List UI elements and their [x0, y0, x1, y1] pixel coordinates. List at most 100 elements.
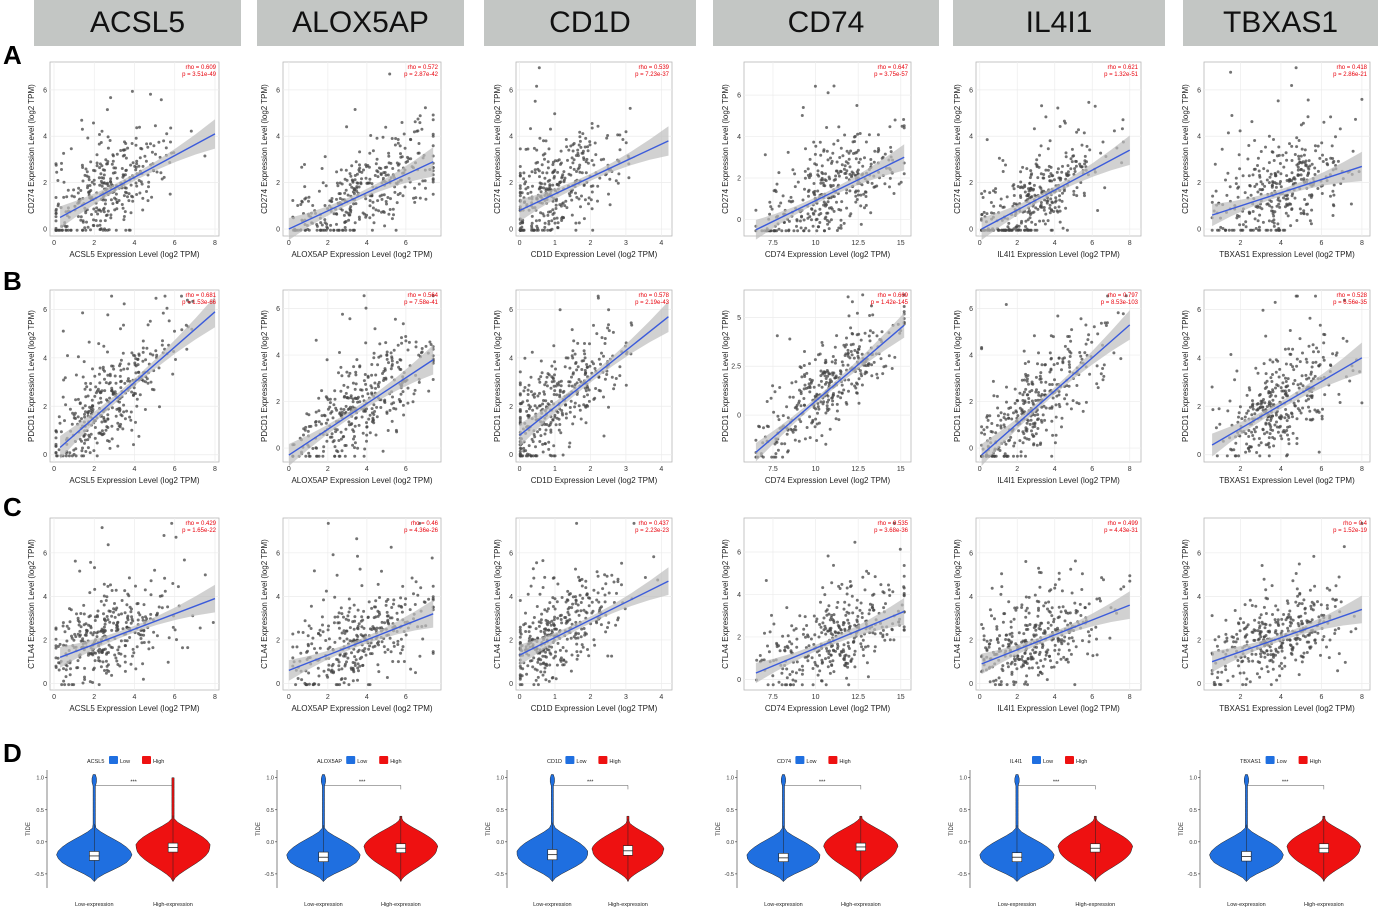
- data-point: [104, 419, 108, 423]
- data-point: [571, 349, 575, 353]
- confidence-band: [60, 119, 215, 229]
- data-point: [593, 367, 597, 370]
- data-point: [1297, 154, 1301, 158]
- data-point: [1005, 195, 1009, 199]
- data-point: [116, 628, 120, 632]
- data-point: [211, 621, 215, 624]
- data-point: [54, 664, 58, 668]
- data-point: [1298, 337, 1302, 341]
- data-point: [106, 350, 109, 354]
- data-point: [616, 133, 620, 137]
- data-point: [99, 396, 103, 400]
- data-point: [1079, 354, 1083, 358]
- data-point: [568, 406, 572, 409]
- data-point: [549, 430, 553, 434]
- data-point: [1036, 418, 1039, 422]
- data-point: [575, 368, 579, 372]
- data-point: [84, 167, 88, 171]
- data-point: [86, 394, 90, 398]
- data-point: [370, 407, 374, 411]
- data-point: [384, 200, 388, 203]
- data-point: [325, 225, 329, 229]
- data-point: [839, 224, 843, 227]
- data-point: [134, 371, 138, 375]
- rho-label: rho = 0.564: [407, 293, 438, 299]
- data-point: [1259, 150, 1263, 153]
- data-point: [1238, 167, 1242, 171]
- data-point: [116, 427, 120, 431]
- data-point: [94, 210, 98, 213]
- data-point: [1080, 357, 1084, 361]
- data-point: [63, 683, 67, 687]
- regression-line: [755, 156, 905, 231]
- data-point: [54, 644, 58, 648]
- data-point: [1256, 371, 1260, 375]
- data-point: [1042, 173, 1046, 176]
- data-point: [801, 198, 805, 202]
- data-point: [358, 217, 361, 221]
- data-point: [544, 380, 548, 384]
- data-point: [106, 426, 110, 429]
- data-point: [590, 190, 594, 194]
- data-point: [1032, 183, 1036, 187]
- data-point: [1267, 436, 1271, 440]
- data-point: [123, 660, 127, 664]
- data-point: [518, 191, 522, 195]
- p-value-label: p = 7.23e-37: [635, 72, 670, 78]
- data-point: [1261, 428, 1265, 432]
- data-point: [1317, 450, 1321, 454]
- data-point: [1023, 185, 1027, 189]
- data-point: [588, 364, 592, 368]
- data-point: [1040, 104, 1044, 108]
- data-point: [1057, 356, 1061, 360]
- data-point: [586, 393, 589, 397]
- data-point: [1234, 441, 1238, 445]
- data-point: [559, 431, 563, 435]
- data-point: [1263, 387, 1267, 390]
- data-point: [118, 425, 122, 429]
- data-point: [621, 138, 625, 141]
- data-point: [539, 375, 543, 379]
- data-point: [1305, 360, 1309, 364]
- data-point: [1291, 347, 1295, 351]
- data-point: [762, 426, 765, 430]
- data-point: [797, 399, 801, 403]
- data-point: [813, 84, 817, 88]
- data-point: [406, 386, 410, 390]
- plot-area: [282, 61, 442, 237]
- data-point: [1050, 454, 1054, 458]
- data-point: [360, 415, 364, 419]
- data-point: [351, 179, 355, 183]
- data-point: [1002, 454, 1006, 458]
- data-point: [872, 160, 876, 164]
- data-point: [83, 412, 86, 416]
- data-point: [1252, 167, 1256, 171]
- data-point: [825, 400, 829, 404]
- data-point: [791, 395, 795, 399]
- data-point: [819, 212, 823, 215]
- data-point: [831, 371, 834, 375]
- data-point: [1281, 381, 1285, 385]
- data-point: [110, 628, 114, 632]
- data-point: [859, 222, 863, 226]
- data-point: [121, 627, 125, 631]
- p-value-label: p = 1.42e-145: [871, 300, 909, 306]
- data-point: [774, 452, 778, 456]
- data-point: [1248, 405, 1252, 409]
- data-point: [1062, 119, 1066, 123]
- data-point: [368, 199, 372, 203]
- data-point: [102, 612, 105, 616]
- data-point: [583, 145, 587, 149]
- x-axis-label: ACSL5 Expression Level (log2 TPM): [69, 704, 199, 713]
- data-point: [351, 397, 355, 401]
- data-point: [832, 392, 835, 395]
- data-point: [126, 146, 130, 150]
- data-point: [1024, 372, 1028, 376]
- data-point: [108, 374, 112, 378]
- data-point: [1025, 427, 1029, 431]
- data-point: [412, 196, 415, 200]
- data-point: [522, 389, 526, 393]
- data-point: [584, 371, 588, 375]
- data-point: [1014, 202, 1018, 206]
- data-point: [99, 400, 103, 404]
